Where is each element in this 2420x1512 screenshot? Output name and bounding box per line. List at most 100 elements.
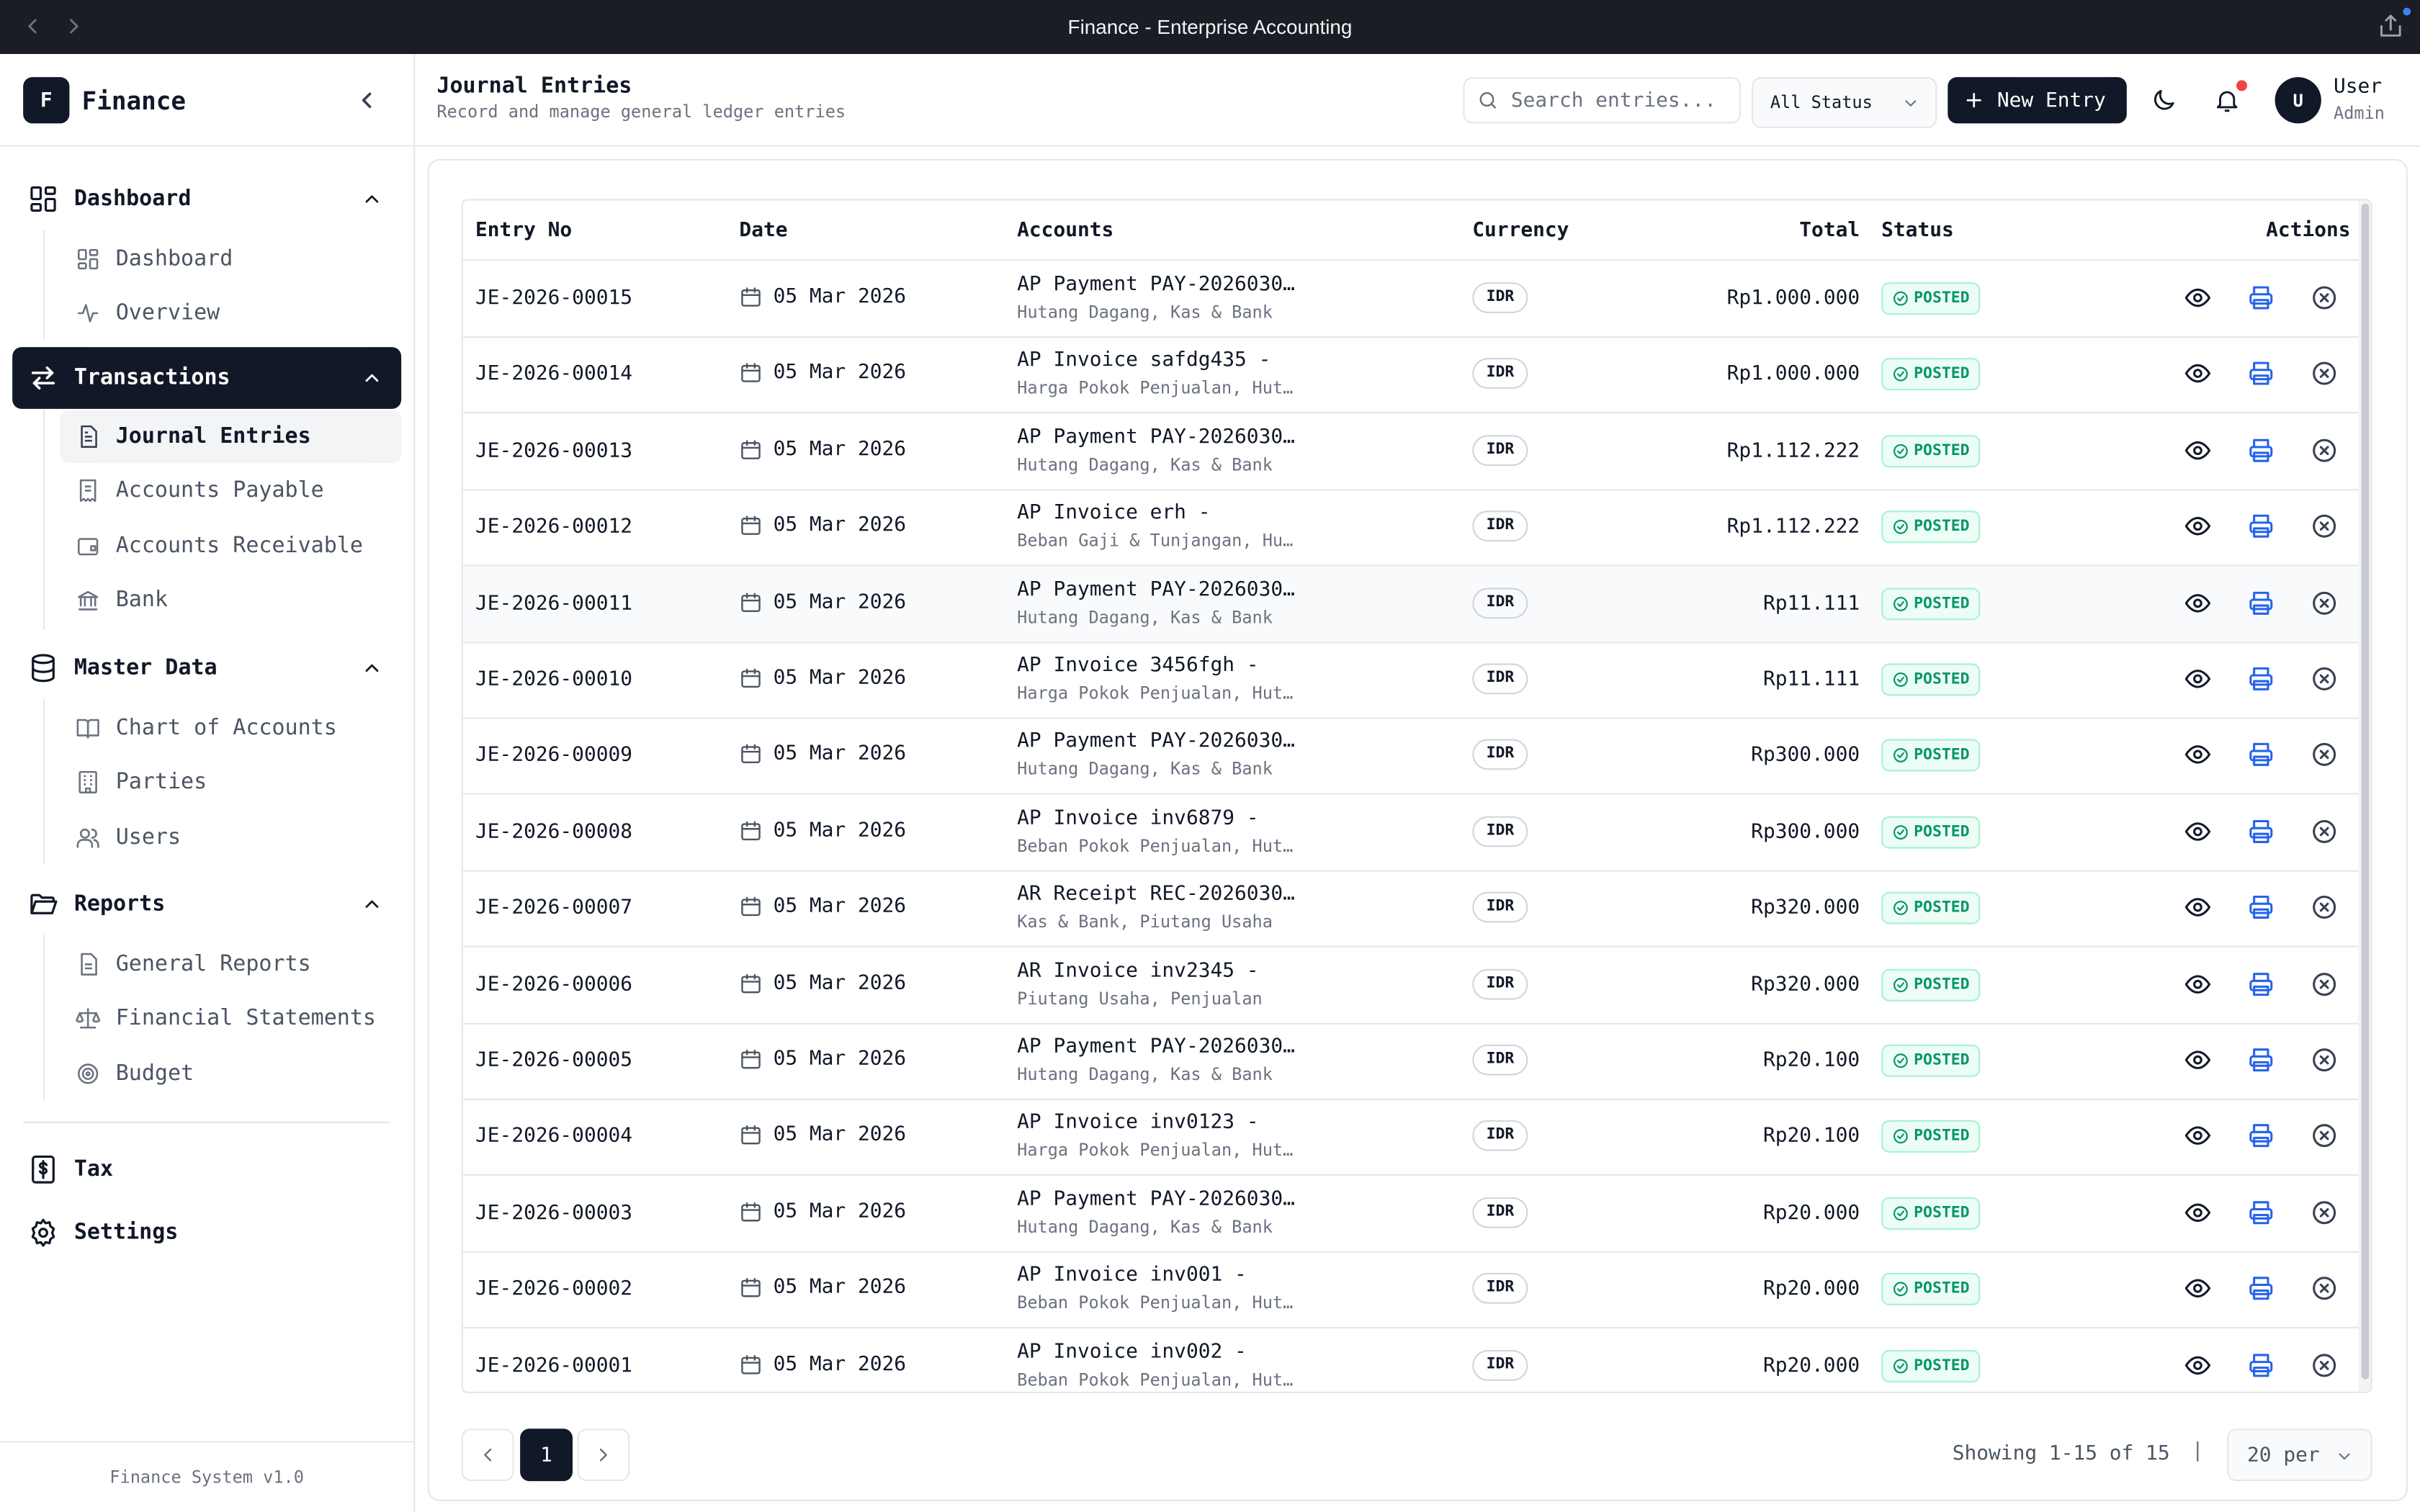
view-icon[interactable] — [2184, 970, 2212, 998]
table-row[interactable]: JE-2026-00003 05 Mar 2026 AP Payment PAY-2… — [462, 1175, 2362, 1253]
sidebar-item-accounts-receivable[interactable]: Accounts Receivable — [60, 520, 402, 572]
table-row[interactable]: JE-2026-00002 05 Mar 2026 AP Invoice inv00… — [462, 1251, 2362, 1329]
entry-number[interactable]: JE-2026-00003 — [475, 1201, 633, 1225]
view-icon[interactable] — [2184, 1046, 2212, 1074]
table-row[interactable]: JE-2026-00014 05 Mar 2026 AP Invoice safdg… — [462, 337, 2362, 415]
table-row[interactable]: JE-2026-00004 05 Mar 2026 AP Invoice inv01… — [462, 1099, 2362, 1176]
column-header-accounts[interactable]: Accounts — [1017, 219, 1114, 243]
entry-number[interactable]: JE-2026-00014 — [475, 363, 633, 387]
sidebar-item-general-reports[interactable]: General Reports — [60, 938, 402, 991]
next-page-button[interactable] — [577, 1428, 630, 1482]
status-filter-select[interactable]: All Status — [1752, 77, 1937, 128]
bell-icon[interactable] — [2213, 86, 2241, 114]
sidebar-item-journal-entries[interactable]: Journal Entries — [60, 410, 402, 463]
sidebar-section-master-data[interactable]: Master Data — [12, 637, 401, 699]
void-icon[interactable] — [2311, 741, 2339, 769]
print-icon[interactable] — [2247, 360, 2275, 388]
entry-number[interactable]: JE-2026-00010 — [475, 667, 633, 691]
column-header-currency[interactable]: Currency — [1472, 219, 1569, 243]
void-icon[interactable] — [2311, 1274, 2339, 1302]
entry-number[interactable]: JE-2026-00007 — [475, 896, 633, 920]
print-icon[interactable] — [2247, 970, 2275, 998]
sidebar-section-dashboard[interactable]: Dashboard — [12, 168, 401, 230]
void-icon[interactable] — [2311, 589, 2339, 617]
entry-number[interactable]: JE-2026-00005 — [475, 1049, 633, 1073]
void-icon[interactable] — [2311, 970, 2339, 998]
share-icon[interactable] — [2377, 12, 2405, 40]
view-icon[interactable] — [2184, 741, 2212, 769]
table-row[interactable]: JE-2026-00011 05 Mar 2026 AP Payment PAY-2… — [462, 565, 2362, 643]
scrollbar-thumb[interactable] — [2361, 203, 2370, 1380]
view-icon[interactable] — [2184, 436, 2212, 464]
sidebar-item-accounts-payable[interactable]: Accounts Payable — [60, 464, 402, 517]
view-icon[interactable] — [2184, 817, 2212, 845]
view-icon[interactable] — [2184, 1122, 2212, 1151]
view-icon[interactable] — [2184, 1274, 2212, 1302]
view-icon[interactable] — [2184, 360, 2212, 388]
column-header-total[interactable]: Total — [1799, 219, 1860, 243]
view-icon[interactable] — [2184, 513, 2212, 541]
moon-icon[interactable] — [2150, 86, 2178, 114]
forward-arrow-icon[interactable] — [62, 14, 86, 38]
sidebar-item-dashboard[interactable]: Dashboard — [60, 233, 402, 286]
page-1-button[interactable]: 1 — [520, 1428, 573, 1482]
view-icon[interactable] — [2184, 589, 2212, 617]
void-icon[interactable] — [2311, 360, 2339, 388]
table-row[interactable]: JE-2026-00013 05 Mar 2026 AP Payment PAY-2… — [462, 413, 2362, 490]
entry-number[interactable]: JE-2026-00001 — [475, 1354, 633, 1377]
print-icon[interactable] — [2247, 665, 2275, 693]
print-icon[interactable] — [2247, 513, 2275, 541]
void-icon[interactable] — [2311, 436, 2339, 464]
brand[interactable]: F Finance — [23, 77, 186, 124]
table-scrollbar[interactable] — [2358, 200, 2371, 1392]
back-arrow-icon[interactable] — [20, 14, 45, 38]
table-row[interactable]: JE-2026-00006 05 Mar 2026 AR Invoice inv23… — [462, 947, 2362, 1024]
void-icon[interactable] — [2311, 1199, 2339, 1227]
print-icon[interactable] — [2247, 436, 2275, 464]
print-icon[interactable] — [2247, 1122, 2275, 1151]
table-row[interactable]: JE-2026-00001 05 Mar 2026 AP Invoice inv00… — [463, 1328, 2362, 1392]
entry-number[interactable]: JE-2026-00012 — [475, 516, 633, 539]
entry-number[interactable]: JE-2026-00015 — [475, 287, 633, 310]
entry-number[interactable]: JE-2026-00002 — [475, 1277, 633, 1301]
entry-number[interactable]: JE-2026-00009 — [475, 744, 633, 768]
view-icon[interactable] — [2184, 1199, 2212, 1227]
table-row[interactable]: JE-2026-00010 05 Mar 2026 AP Invoice 3456f… — [462, 642, 2362, 719]
table-row[interactable]: JE-2026-00012 05 Mar 2026 AP Invoice erh -… — [462, 490, 2362, 567]
table-row[interactable]: JE-2026-00007 05 Mar 2026 AR Receipt REC-2… — [462, 870, 2362, 948]
print-icon[interactable] — [2247, 284, 2275, 312]
user-name[interactable]: User — [2334, 76, 2383, 99]
sidebar-item-overview[interactable]: Overview — [60, 287, 402, 340]
void-icon[interactable] — [2311, 894, 2339, 922]
per-page-select[interactable]: 20 per — [2227, 1428, 2372, 1482]
entry-number[interactable]: JE-2026-00008 — [475, 820, 633, 844]
print-icon[interactable] — [2247, 1046, 2275, 1074]
table-row[interactable]: JE-2026-00009 05 Mar 2026 AP Payment PAY-2… — [462, 718, 2362, 796]
void-icon[interactable] — [2311, 665, 2339, 693]
print-icon[interactable] — [2247, 741, 2275, 769]
sidebar-item-tax[interactable]: Tax — [12, 1138, 401, 1200]
sidebar-section-transactions[interactable]: Transactions — [12, 347, 402, 409]
sidebar-item-budget[interactable]: Budget — [60, 1048, 402, 1100]
sidebar-item-chart-of-accounts[interactable]: Chart of Accounts — [60, 702, 402, 755]
prev-page-button[interactable] — [461, 1428, 514, 1482]
new-entry-button[interactable]: New Entry — [1948, 77, 2127, 124]
print-icon[interactable] — [2247, 817, 2275, 845]
print-icon[interactable] — [2247, 589, 2275, 617]
void-icon[interactable] — [2311, 817, 2339, 845]
entry-number[interactable]: JE-2026-00013 — [475, 439, 633, 463]
print-icon[interactable] — [2247, 894, 2275, 922]
entry-number[interactable]: JE-2026-00011 — [475, 591, 633, 616]
print-icon[interactable] — [2247, 1274, 2275, 1302]
search-input[interactable]: Search entries... — [1463, 77, 1742, 124]
sidebar-item-bank[interactable]: Bank — [60, 574, 402, 626]
sidebar-item-users[interactable]: Users — [60, 811, 402, 864]
view-icon[interactable] — [2184, 1351, 2212, 1379]
column-header-date[interactable]: Date — [739, 219, 788, 243]
entry-number[interactable]: JE-2026-00004 — [475, 1125, 633, 1149]
void-icon[interactable] — [2311, 513, 2339, 541]
void-icon[interactable] — [2311, 1046, 2339, 1074]
column-header-entry-no[interactable]: Entry No — [475, 219, 573, 243]
avatar[interactable]: U — [2275, 77, 2321, 124]
print-icon[interactable] — [2247, 1199, 2275, 1227]
